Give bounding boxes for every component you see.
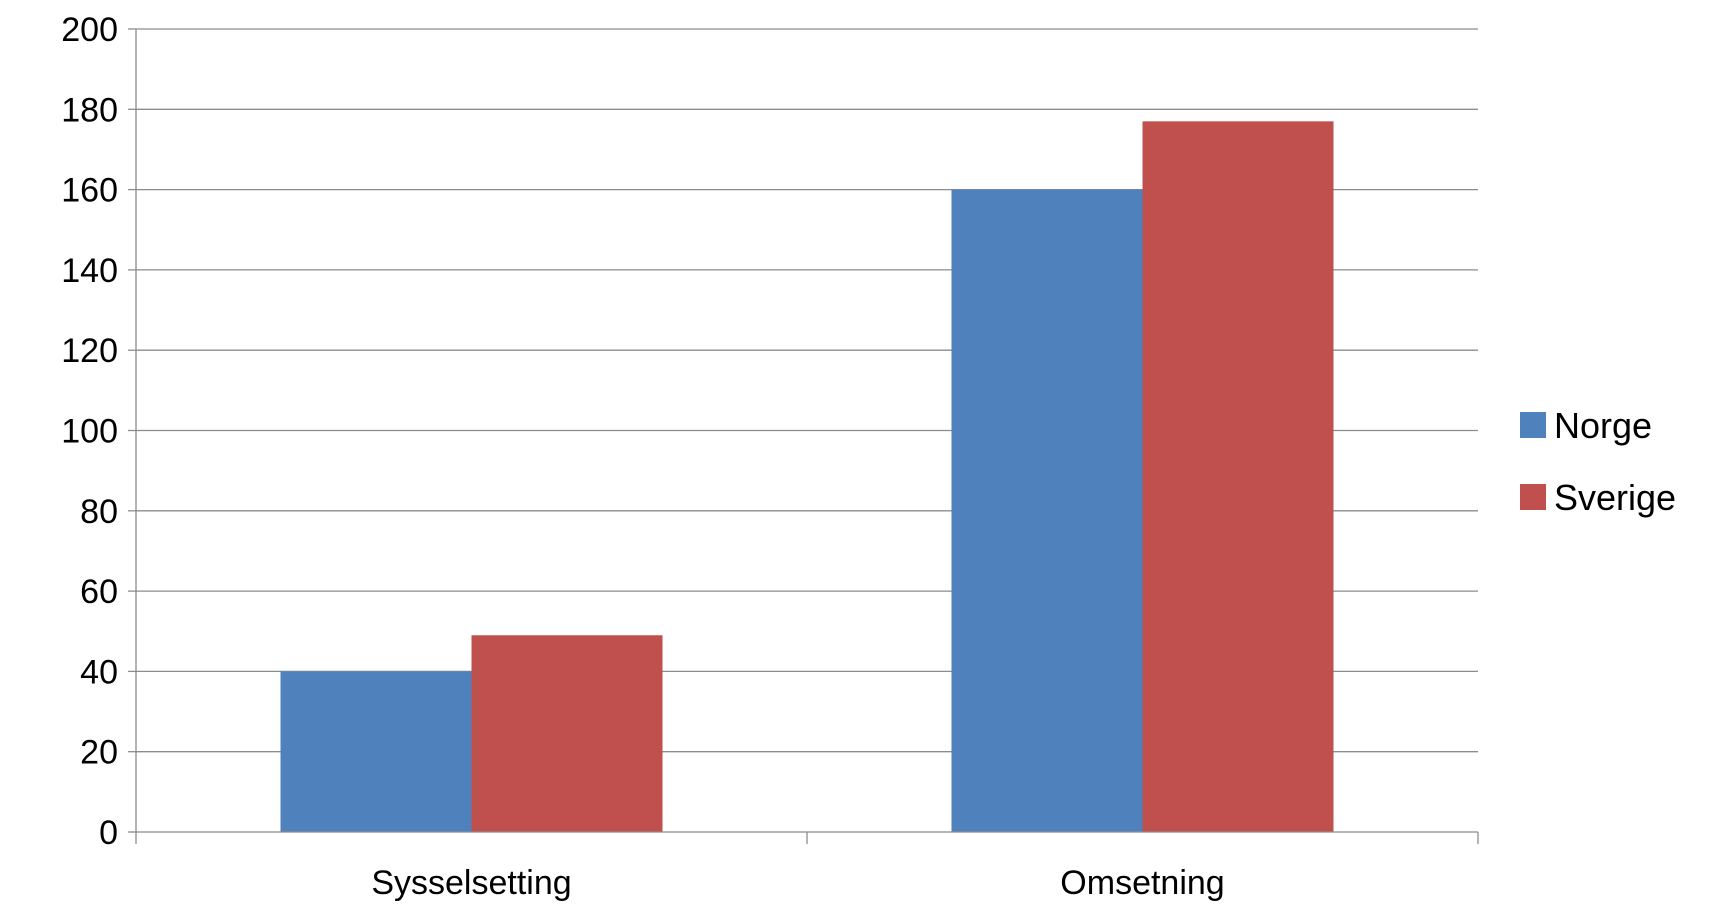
bar-sverige-omsetning bbox=[1142, 121, 1334, 833]
legend-swatch-sverige bbox=[1520, 484, 1546, 510]
legend-label-sverige: Sverige bbox=[1554, 477, 1676, 518]
x-tick-label: Sysselsetting bbox=[371, 864, 571, 902]
y-tick-label: 180 bbox=[61, 91, 118, 129]
legend: Norge Sverige bbox=[1520, 405, 1676, 518]
y-tick-label: 100 bbox=[61, 413, 118, 451]
legend-label-norge: Norge bbox=[1554, 405, 1652, 446]
y-tick-label: 160 bbox=[61, 172, 118, 210]
y-tick-label: 120 bbox=[61, 332, 118, 370]
bar-norge-omsetning bbox=[951, 189, 1143, 833]
y-axis-ticks: 0 20 40 60 80 100 120 140 160 180 200 bbox=[61, 11, 118, 852]
y-tick-label: 40 bbox=[80, 653, 118, 691]
bar-norge-sysselsetting bbox=[280, 671, 472, 832]
axes bbox=[128, 28, 1479, 844]
bars bbox=[280, 121, 1334, 833]
y-tick-label: 80 bbox=[80, 493, 118, 531]
legend-swatch-norge bbox=[1520, 412, 1546, 438]
y-tick-label: 60 bbox=[80, 573, 118, 611]
y-tick-label: 200 bbox=[61, 11, 118, 49]
x-axis-ticks: Sysselsetting Omsetning bbox=[371, 864, 1224, 902]
x-tick-label: Omsetning bbox=[1060, 864, 1224, 902]
bar-sverige-sysselsetting bbox=[471, 635, 663, 832]
y-tick-label: 0 bbox=[99, 814, 118, 852]
y-tick-label: 140 bbox=[61, 252, 118, 290]
y-tick-label: 20 bbox=[80, 734, 118, 772]
